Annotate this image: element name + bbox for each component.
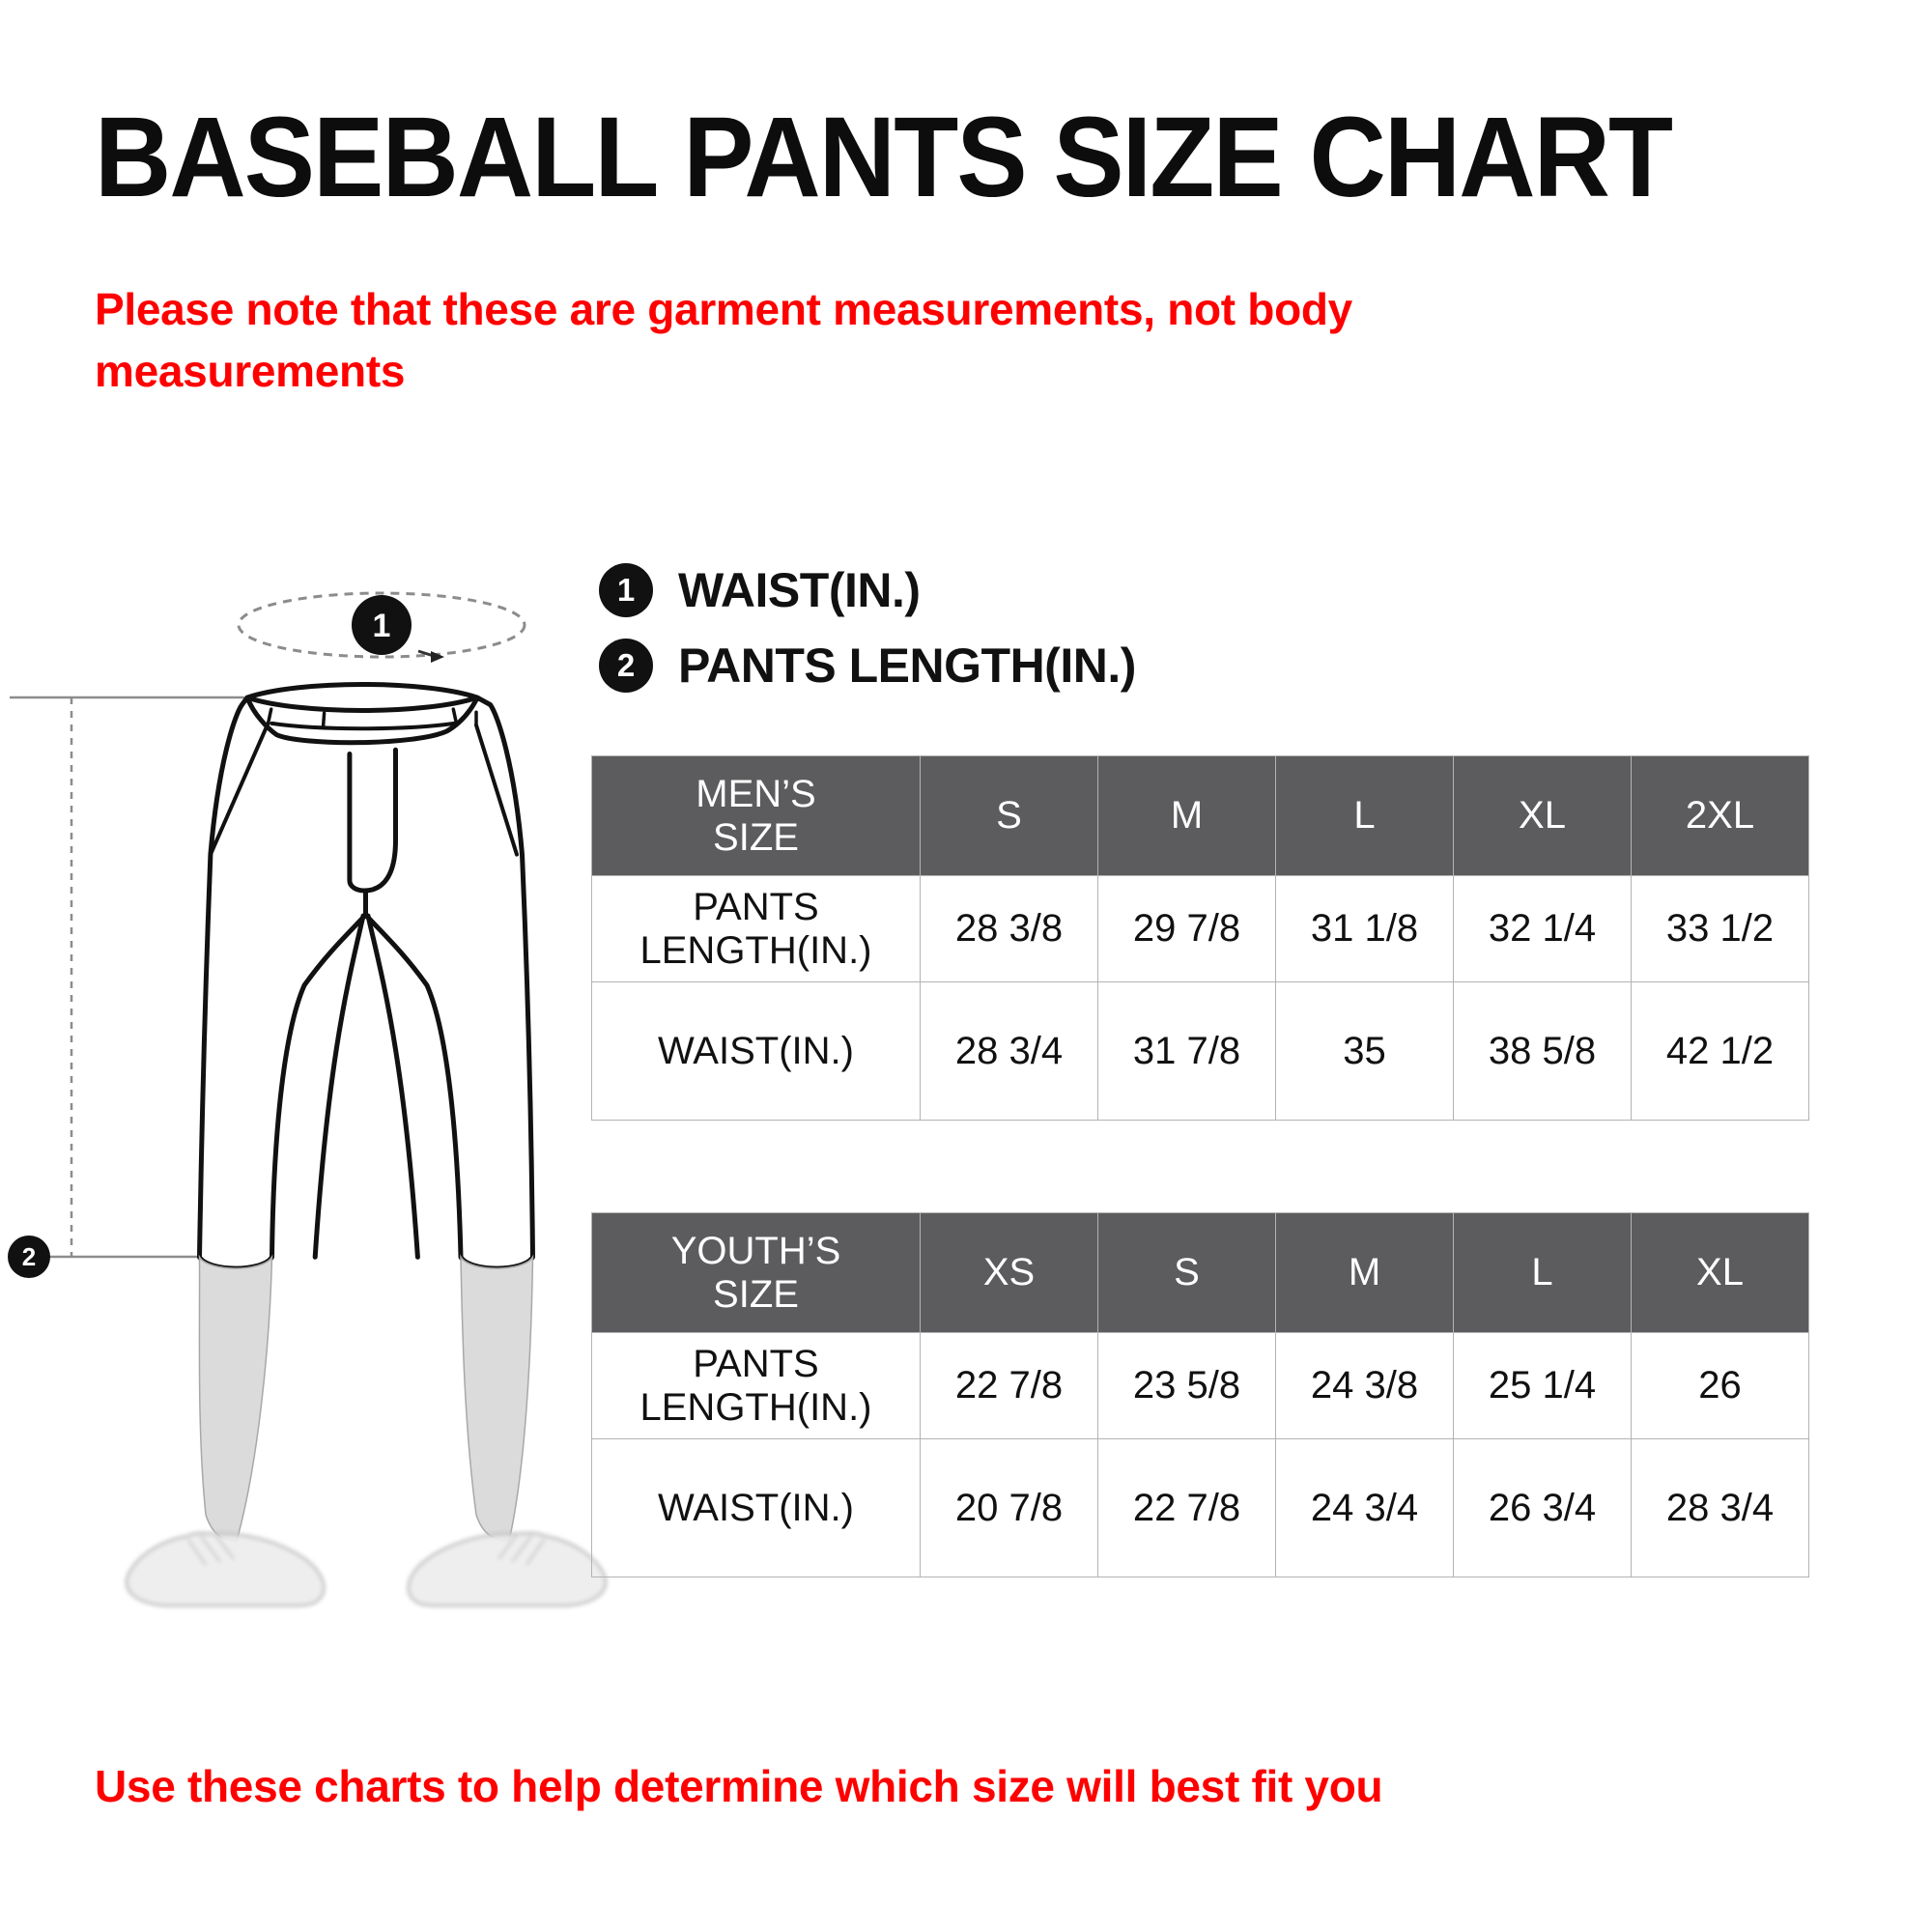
svg-text:1: 1 <box>373 608 391 644</box>
svg-text:2: 2 <box>22 1242 36 1271</box>
